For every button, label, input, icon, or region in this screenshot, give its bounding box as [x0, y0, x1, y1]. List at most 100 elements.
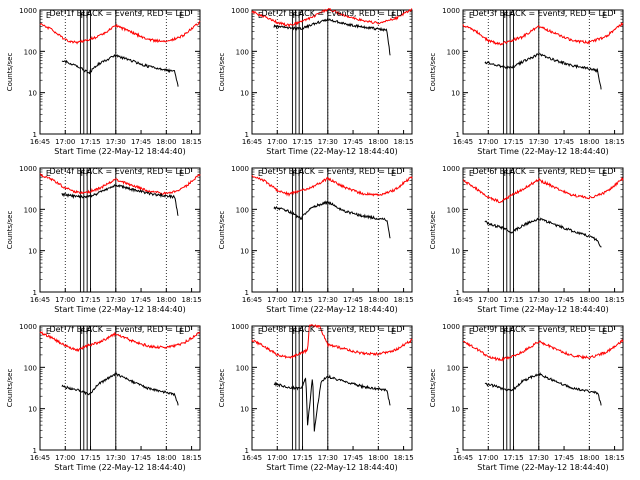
lld-rate-series-line [39, 173, 201, 196]
x-tick-label: 17:15 [503, 296, 523, 304]
interval-marker-f: F [298, 169, 303, 178]
interval-marker-f: F [293, 169, 298, 178]
interval-marker-e: E [469, 169, 474, 178]
lld-rate-series-line [251, 324, 413, 359]
x-tick-label: 17:00 [55, 296, 75, 304]
y-tick-label: 1 [456, 447, 460, 455]
y-axis-label: Counts/sec [6, 211, 14, 250]
plot-frame [39, 167, 201, 293]
event-rate-series-line [273, 16, 391, 56]
y-tick-label: 10 [451, 90, 460, 98]
y-axis-label: Counts/sec [218, 369, 226, 408]
interval-marker-e: E [179, 169, 184, 178]
x-tick-label: 17:45 [131, 296, 151, 304]
x-tick-label: 18:15 [181, 454, 201, 462]
y-tick-label: 100 [447, 48, 460, 56]
x-tick-label: 17:30 [318, 454, 338, 462]
interval-marker-f: F [86, 327, 91, 336]
x-axis-label: Start Time (22-May-12 18:44:40) [477, 463, 608, 472]
x-tick-label: 17:30 [106, 454, 126, 462]
x-tick-label: 17:45 [131, 454, 151, 462]
x-tick-label: 17:15 [503, 454, 523, 462]
chart-title: Det 8f BLACK = Events, RED = LLD [261, 325, 402, 334]
y-tick-label: 1000 [442, 323, 460, 331]
y-axis-label: Counts/sec [6, 369, 14, 408]
interval-marker-f: F [504, 11, 509, 20]
x-tick-label: 17:45 [554, 296, 574, 304]
plot-frame [462, 325, 624, 451]
chart-title: Det 5f BLACK = Events, RED = LLD [261, 167, 402, 176]
lld-rate-series-line [251, 174, 413, 197]
interval-marker-f: F [509, 169, 514, 178]
x-tick-label: 18:15 [181, 296, 201, 304]
plot-frame [251, 9, 413, 135]
x-tick-label: 18:00 [156, 296, 176, 304]
x-tick-label: 18:00 [368, 454, 388, 462]
interval-marker-f: F [293, 11, 298, 20]
x-tick-label: 16:45 [30, 138, 50, 146]
y-tick-label: 1000 [231, 7, 249, 15]
x-tick-label: 17:15 [292, 454, 312, 462]
x-tick-label: 17:15 [80, 454, 100, 462]
x-tick-label: 18:15 [393, 296, 413, 304]
chart-panel-3: 1 10 100 1000 16:45 17:00 17:15 17:30 17:45 18:00… [429, 7, 625, 156]
y-axis-label: Counts/sec [218, 211, 226, 250]
interval-marker-e: E [46, 11, 51, 20]
interval-marker-e: E [258, 169, 263, 178]
x-tick-label: 18:15 [604, 296, 624, 304]
y-tick-label: 10 [28, 406, 37, 414]
lld-rate-series-line [39, 331, 201, 353]
y-tick-label: 100 [24, 364, 37, 372]
y-tick-label: 1 [245, 447, 249, 455]
y-tick-label: 1000 [19, 323, 37, 331]
y-tick-label: 1000 [442, 165, 460, 173]
x-tick-label: 17:00 [478, 296, 498, 304]
interval-marker-e: E [46, 169, 51, 178]
interval-marker-e: E [602, 327, 607, 336]
plot-frame [251, 325, 413, 451]
interval-marker-e: E [469, 327, 474, 336]
y-tick-label: 10 [28, 90, 37, 98]
interval-marker-e: E [391, 11, 396, 20]
y-tick-label: 1000 [442, 7, 460, 15]
y-tick-label: 1 [33, 131, 37, 139]
chart-panel-7: 1 10 100 1000 16:45 17:00 17:15 17:30 17:45 18:00… [6, 323, 202, 472]
x-tick-label: 17:15 [80, 138, 100, 146]
x-tick-label: 16:45 [453, 296, 473, 304]
lld-rate-series-line [251, 7, 413, 29]
interval-marker-f: F [509, 327, 514, 336]
interval-marker-e: E [602, 169, 607, 178]
chart-panel-2: 1 10 100 1000 16:45 17:00 17:15 17:30 17:45 18:00… [218, 7, 414, 156]
interval-marker-f: F [509, 11, 514, 20]
x-tick-label: 16:45 [453, 138, 473, 146]
y-axis-label: Counts/sec [218, 53, 226, 92]
x-tick-label: 17:30 [318, 296, 338, 304]
y-tick-label: 1 [33, 289, 37, 297]
chart-panel-8: 1 10 100 1000 16:45 17:00 17:15 17:30 17:45 18:00… [218, 323, 414, 472]
chart-title: Det 9f BLACK = Events, RED = LLD [472, 325, 613, 334]
interval-marker-f: F [81, 11, 86, 20]
x-tick-label: 17:15 [292, 296, 312, 304]
x-tick-label: 17:30 [106, 138, 126, 146]
chart-panel-1: 1 10 100 1000 16:45 17:00 17:15 17:30 17:45 18:00… [6, 7, 202, 156]
chart-title: Det 2f BLACK = Events, RED = LLD [261, 9, 402, 18]
y-axis-label: Counts/sec [6, 53, 14, 92]
interval-marker-e: E [391, 327, 396, 336]
x-tick-label: 17:45 [343, 296, 363, 304]
lld-rate-series-line [462, 338, 624, 362]
y-tick-label: 100 [236, 364, 249, 372]
interval-marker-e: E [469, 11, 474, 20]
chart-panel-9: 1 10 100 1000 16:45 17:00 17:15 17:30 17:45 18:00… [429, 323, 625, 472]
y-tick-label: 100 [447, 206, 460, 214]
y-tick-label: 10 [240, 90, 249, 98]
y-tick-label: 1 [245, 131, 249, 139]
x-axis-label: Start Time (22-May-12 18:44:40) [477, 147, 608, 156]
x-axis-label: Start Time (22-May-12 18:44:40) [266, 463, 397, 472]
x-tick-label: 17:30 [529, 296, 549, 304]
x-tick-label: 18:00 [156, 138, 176, 146]
x-tick-label: 17:15 [292, 138, 312, 146]
y-tick-label: 10 [451, 406, 460, 414]
interval-marker-f: F [504, 169, 509, 178]
lld-rate-series-line [462, 176, 624, 204]
chart-title: Det 4f BLACK = Events, RED = LLD [49, 167, 190, 176]
